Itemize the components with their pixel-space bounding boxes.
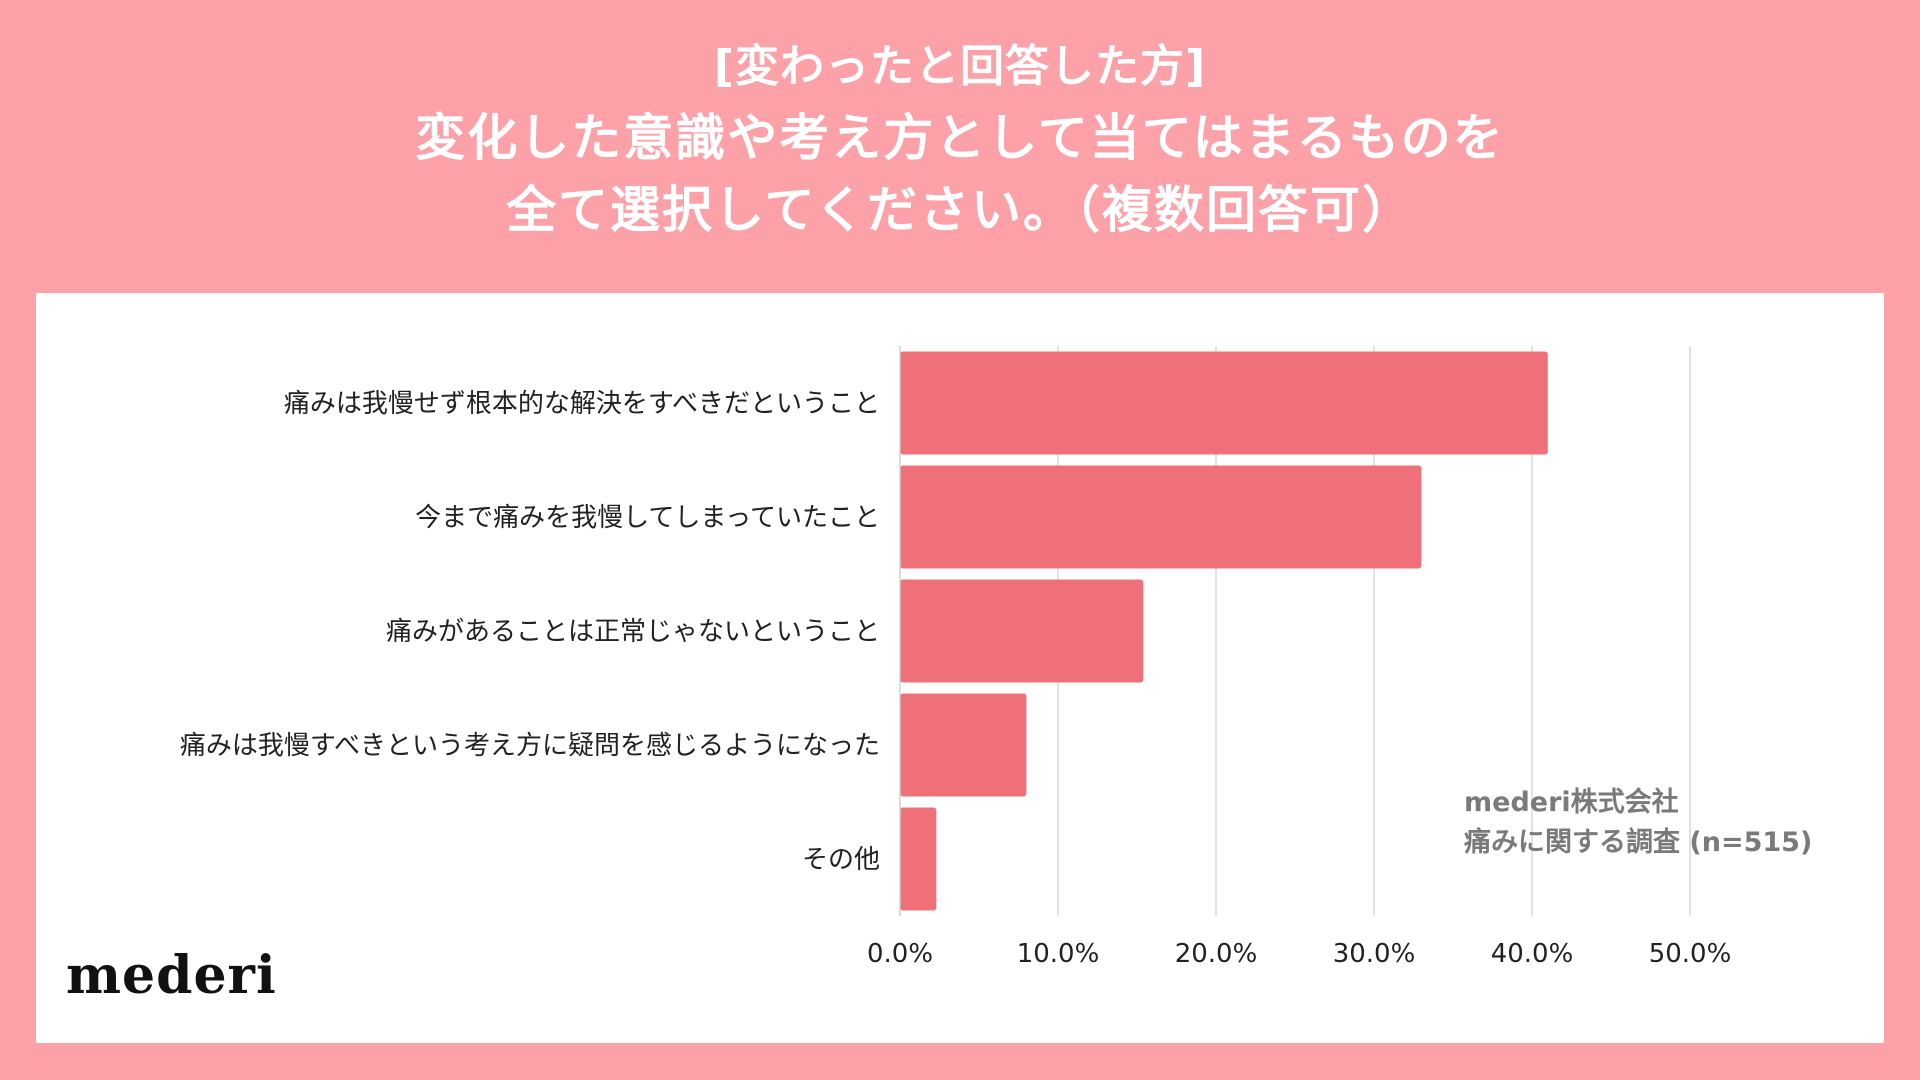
category-label: 痛みは我慢せず根本的な解決をすべきだということ — [284, 389, 880, 419]
tick-label: 20.0% — [1175, 939, 1258, 969]
bar — [900, 693, 1027, 797]
chart-title-line2: 全て選択してください。（複数回答可） — [506, 181, 1414, 239]
tick-label: 40.0% — [1491, 939, 1574, 969]
title-block: [変わったと回答した方] 変化した意識や考え方として当てはまるものを 全て選択し… — [0, 32, 1920, 246]
bar — [900, 807, 937, 911]
mederi-logo: mederi — [66, 945, 277, 1006]
bar — [900, 579, 1144, 683]
source-survey: 痛みに関する調査 (n=515) — [1464, 827, 1813, 858]
bar — [900, 465, 1422, 569]
source-company: mederi株式会社 — [1464, 787, 1679, 818]
source-note: mederi株式会社 痛みに関する調査 (n=515) — [1464, 783, 1812, 863]
tick-label: 10.0% — [1017, 939, 1100, 969]
chart-title-line1: 変化した意識や考え方として当てはまるものを — [415, 109, 1505, 167]
category-label: 今まで痛みを我慢してしまっていたこと — [415, 503, 880, 533]
tick-label: 0.0% — [867, 939, 933, 969]
category-label: その他 — [802, 845, 880, 875]
chart-subtitle: [変わったと回答した方] — [713, 41, 1207, 92]
bar-chart: 痛みは我慢せず根本的な解決をすべきだということ今まで痛みを我慢してしまっていたこ… — [180, 346, 1732, 969]
tick-label: 50.0% — [1649, 939, 1732, 969]
chart-card: 痛みは我慢せず根本的な解決をすべきだということ今まで痛みを我慢してしまっていたこ… — [36, 293, 1884, 1043]
category-label: 痛みがあることは正常じゃないということ — [386, 617, 880, 647]
tick-label: 30.0% — [1333, 939, 1416, 969]
bar — [900, 351, 1548, 455]
category-label: 痛みは我慢すべきという考え方に疑問を感じるようになった — [180, 731, 880, 761]
